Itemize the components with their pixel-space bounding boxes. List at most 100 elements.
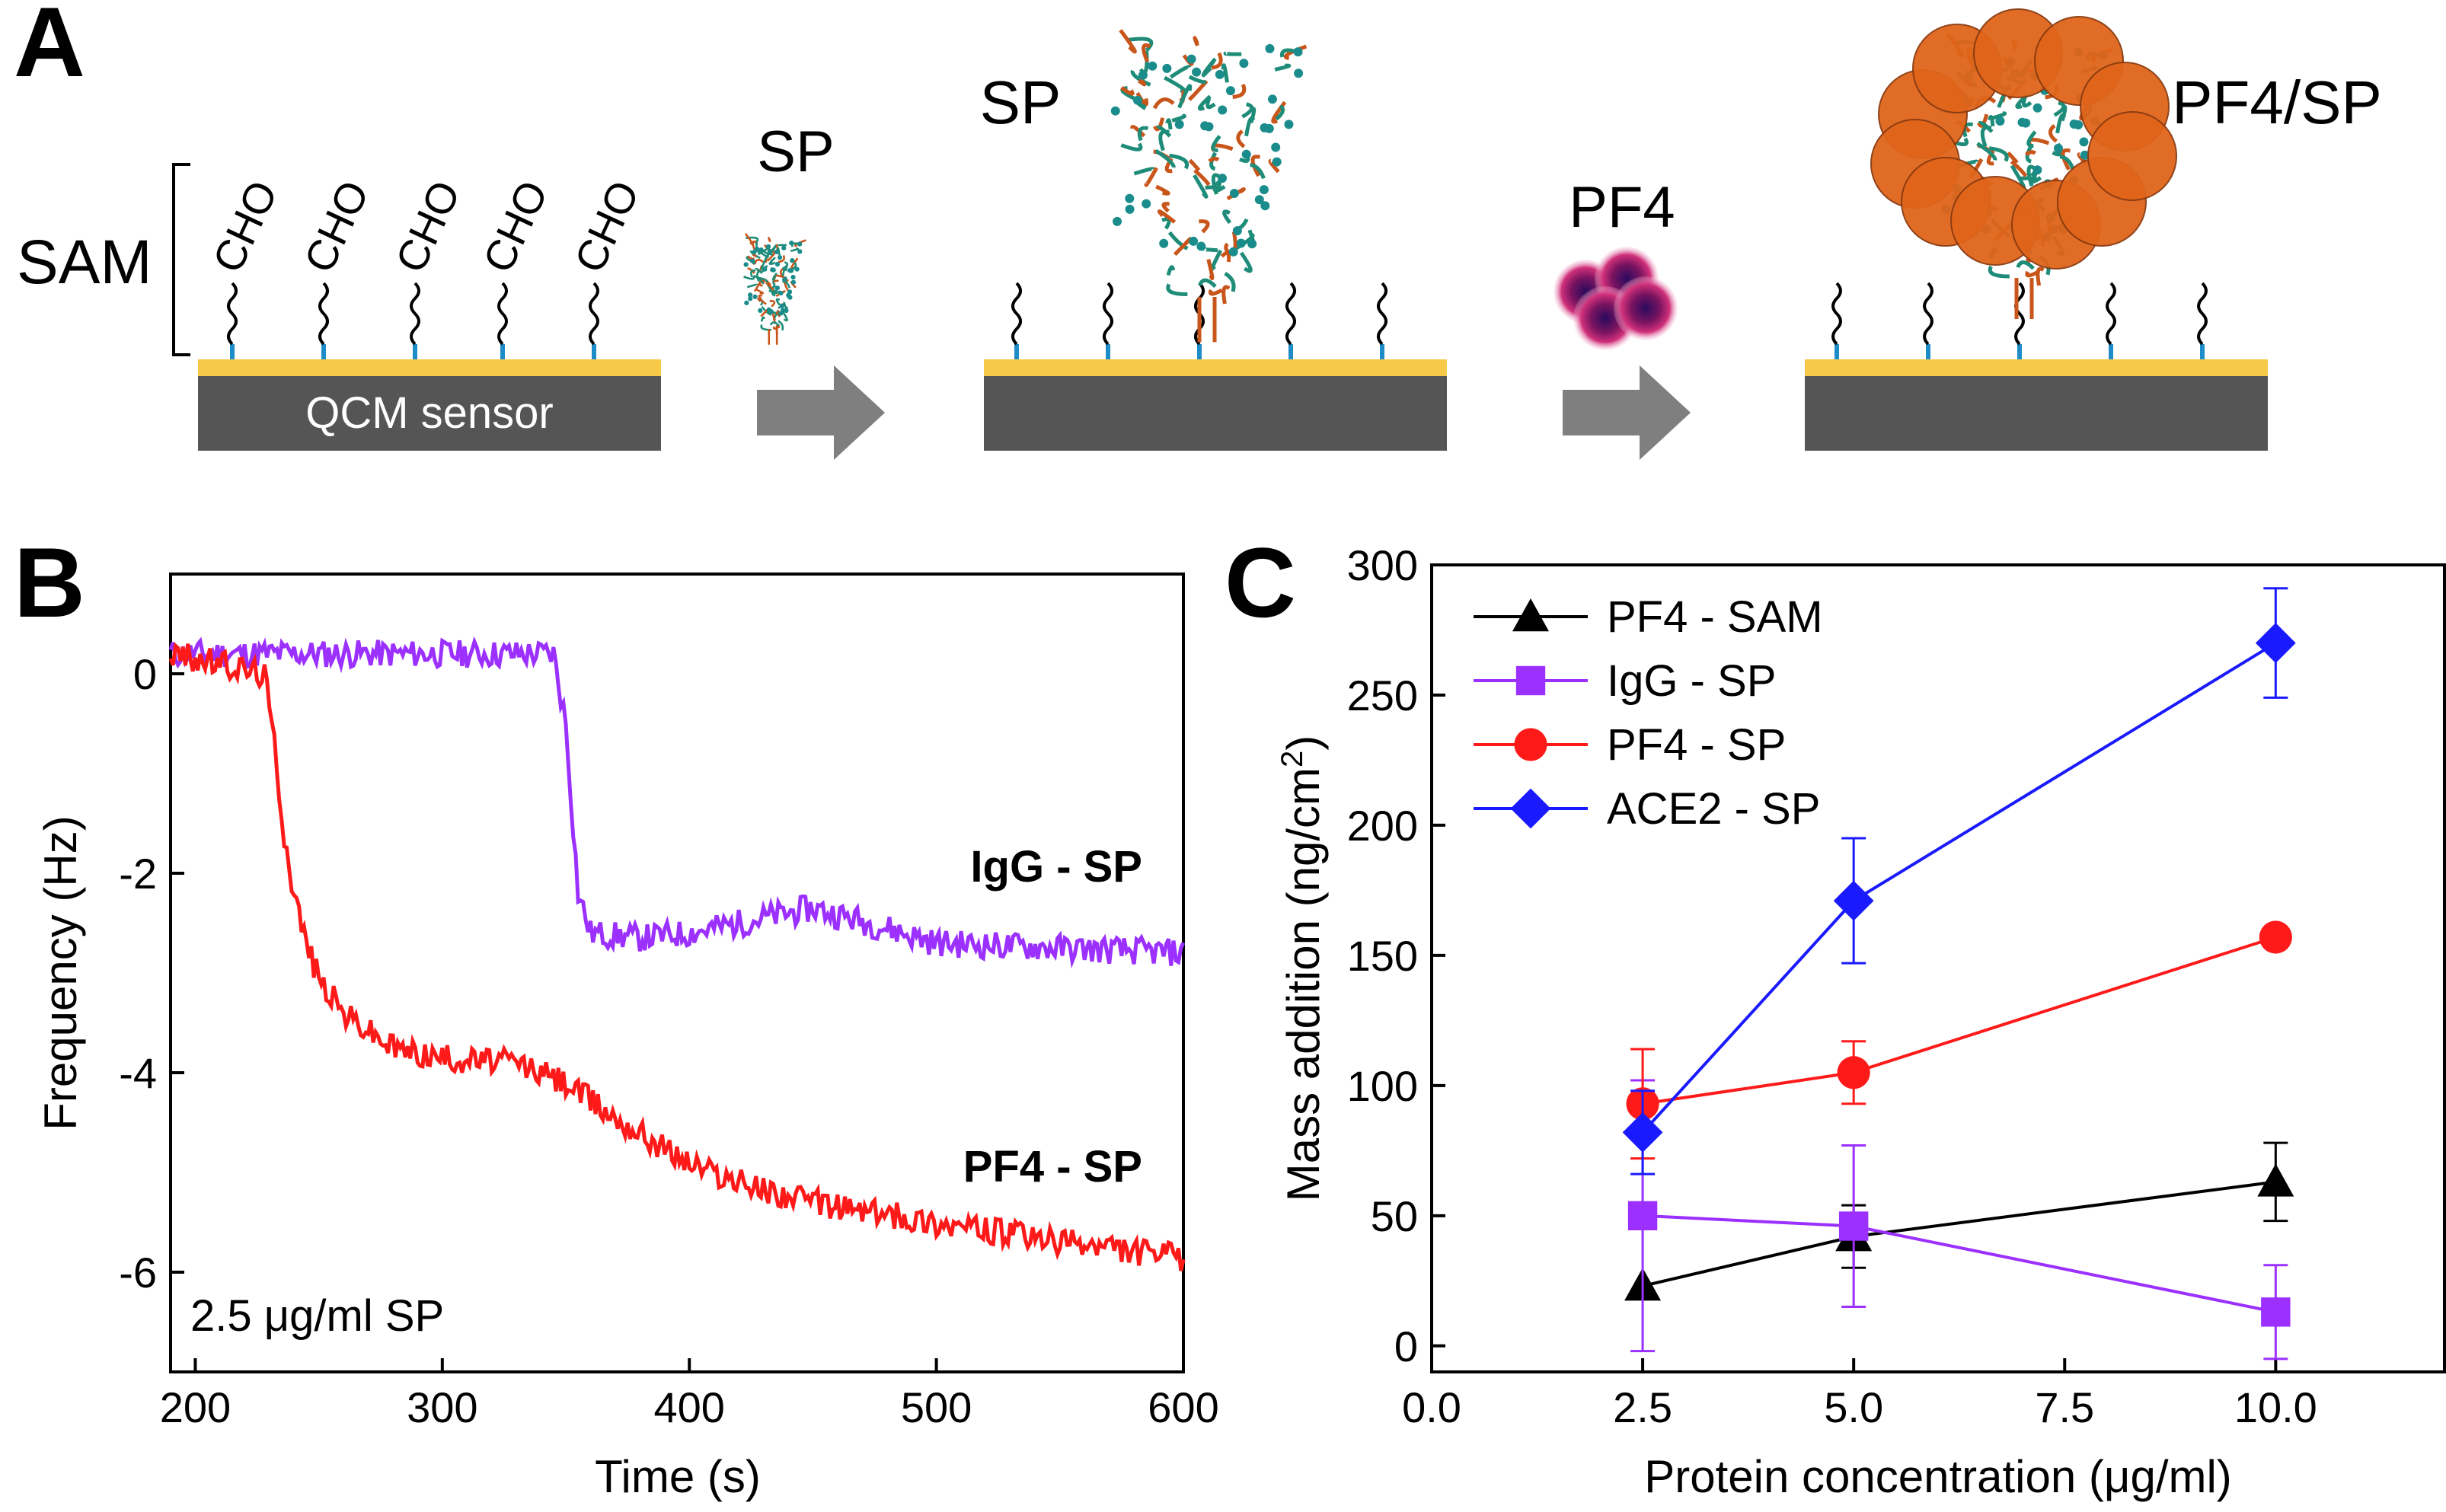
alkyl-chain-0: [1011, 282, 1022, 346]
series-line-pf4-sp: [168, 642, 1186, 1271]
glycan-dot: [1272, 157, 1282, 167]
legend-label-pf4-sp: PF4 - SP: [1607, 720, 1786, 770]
glycan-dot: [1162, 63, 1172, 73]
alkyl-chain-3: [2106, 282, 2116, 346]
y-axis-label-c: Mass addition (ng/cm2): [1276, 735, 1329, 1201]
spike-strand: [1169, 153, 1189, 170]
spike-strand: [1274, 63, 1292, 72]
anchor-2: [413, 344, 417, 359]
spike-strand: [2016, 260, 2035, 270]
spike-strand: [1988, 146, 2009, 162]
spike-strand: [778, 320, 784, 331]
spike-strand: [790, 247, 800, 252]
anchor-4: [1380, 344, 1384, 359]
glycan-dot: [1264, 123, 1274, 133]
spike-strand: [1236, 129, 1246, 148]
cho-label-1: CHO: [295, 174, 378, 279]
spike-strand: [779, 268, 785, 278]
cho-label-4: CHO: [565, 174, 649, 279]
spike-stalk: [1197, 297, 1217, 343]
alkyl-chain-3: [1285, 282, 1296, 346]
y-tick-label-c: 50: [1371, 1192, 1418, 1240]
glycan-dot: [1241, 149, 1251, 159]
spike-strand: [1976, 142, 1997, 161]
data-point-igg-sp: [2261, 1297, 2291, 1327]
y-tick-label-c: 150: [1347, 932, 1418, 980]
spike-strand: [2053, 100, 2066, 117]
sam-label: SAM: [17, 228, 152, 297]
spike-strand: [2026, 130, 2037, 148]
pf4-coated-complex: [1870, 8, 2177, 270]
glycan-dot: [786, 292, 791, 298]
spike-strand: [1120, 86, 1135, 96]
glycan-dot: [754, 246, 760, 252]
spike-strand: [772, 325, 781, 330]
spike-strand: [1268, 158, 1280, 174]
spike-strand: [784, 263, 788, 272]
gold-layer-3: [1805, 359, 2268, 376]
legend-label-igg-sp: IgG - SP: [1607, 656, 1776, 706]
spike-strand: [1239, 251, 1253, 273]
glycan-dot: [1260, 201, 1270, 211]
sp-bound-label: SP: [980, 69, 1062, 136]
data-point-pf4-sam: [2257, 1163, 2294, 1197]
panel-label-a: A: [14, 0, 85, 97]
y-tick-label-c: 250: [1347, 671, 1418, 719]
glycan-dot: [2032, 165, 2042, 175]
glycan-dot: [752, 250, 757, 255]
glycan-dot: [1189, 236, 1199, 246]
anchor-4: [592, 344, 596, 359]
spike-strand: [1155, 184, 1170, 196]
glycan-dot: [1148, 61, 1158, 71]
spike-strand: [769, 300, 776, 308]
spike-strand: [1991, 111, 2007, 120]
x-tick-label-b: 200: [160, 1383, 231, 1431]
glycan-dot: [758, 308, 763, 313]
spike-strand: [1232, 83, 1247, 99]
glycan-dot: [750, 258, 755, 263]
anchor-3: [500, 344, 505, 359]
data-point-ace2-sp: [1833, 880, 1874, 921]
spike-strand: [1158, 209, 1177, 224]
panel-b: B 200 300 400 500 600 0 -2 -4 -6 Time (s) Freque…: [14, 527, 1219, 1502]
spike-strand: [1130, 125, 1146, 138]
glycan-dot: [1218, 105, 1228, 115]
spike-strand: [1188, 75, 1206, 85]
alkyl-chain-4: [1377, 282, 1387, 346]
anchor-2: [1197, 344, 1202, 359]
series-b: [168, 636, 1186, 1271]
spike-strand: [1135, 91, 1148, 107]
panel-label-c: C: [1225, 527, 1296, 638]
glycan-dot: [1259, 185, 1269, 195]
spike-strand: [1137, 126, 1149, 142]
plot-frame-b: [169, 573, 1185, 1373]
spike-strand: [1210, 249, 1223, 271]
x-tick-label-c: 5.0: [1824, 1383, 1883, 1431]
spike-strand: [1161, 217, 1171, 230]
spike-strand: [1188, 158, 1201, 172]
spike-strand: [768, 237, 771, 243]
spike-strand: [1120, 142, 1143, 152]
glycan-dot: [1132, 95, 1142, 105]
spike-strand: [776, 247, 781, 257]
data-point-ace2-sp: [1622, 1112, 1663, 1153]
glycan-dot: [781, 245, 787, 250]
glycan-dot: [1125, 193, 1135, 203]
spike-strand: [1167, 231, 1189, 250]
spike-strand: [1241, 102, 1254, 119]
alkyl-chain-2: [2014, 282, 2025, 346]
bound-spike-protein-icon: [1110, 29, 1308, 343]
glycan-dot: [788, 268, 794, 273]
y-axis-label-b: Frequency (Hz): [35, 815, 86, 1130]
cho-label-2: CHO: [386, 174, 470, 279]
glycan-dot: [1232, 226, 1242, 236]
spike-strand: [1169, 65, 1192, 79]
data-point-igg-sp: [1627, 1201, 1658, 1231]
glycan-dot: [1247, 239, 1257, 249]
glycan-dot: [1225, 86, 1235, 96]
axes-b: 200 300 400 500 600 0 -2 -4 -6: [119, 650, 1219, 1431]
glycan-dot: [1159, 238, 1169, 248]
spike-strand: [2055, 113, 2067, 134]
spike-strand: [1177, 84, 1193, 109]
